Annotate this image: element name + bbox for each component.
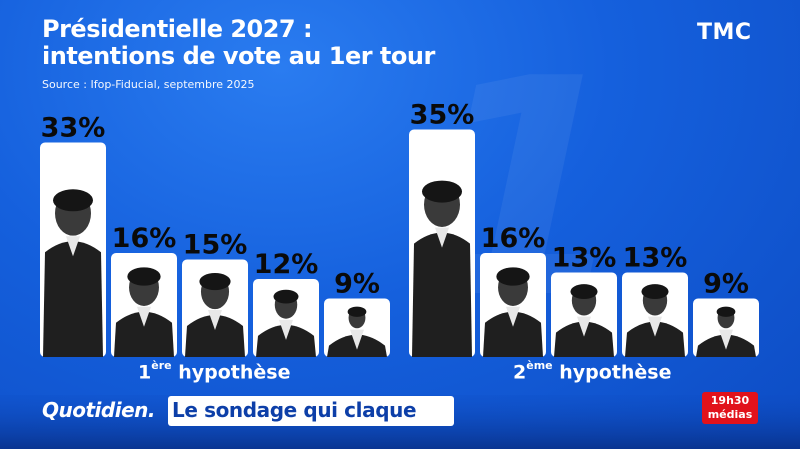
portrait-hair <box>127 267 161 286</box>
hypothesis-2-word: hypothèse <box>559 361 672 384</box>
bar-value-label: 33% <box>41 113 106 144</box>
portrait-hair <box>496 267 530 286</box>
portrait-hair <box>347 306 367 317</box>
portrait-shoulders <box>625 321 685 357</box>
portrait-hair <box>273 289 299 304</box>
portrait-shoulders <box>483 311 543 357</box>
portrait-photo <box>412 180 472 357</box>
hypothesis-1-number: 1 <box>138 361 152 384</box>
channel-logo: TMC <box>697 20 752 45</box>
portrait-collar <box>719 329 733 350</box>
portrait-hair <box>53 189 93 212</box>
title-line-1: Présidentielle 2027 : <box>42 15 313 43</box>
portrait-photo <box>43 189 103 357</box>
portrait-photo <box>696 306 756 357</box>
bar-value-label: 9% <box>334 269 380 300</box>
portrait-collar <box>350 329 364 350</box>
portrait-collar <box>506 306 520 327</box>
bar-value-label: 9% <box>703 269 749 300</box>
portrait-shoulders <box>43 241 103 357</box>
portrait-hair <box>570 284 598 300</box>
portrait-hair <box>716 306 736 317</box>
portrait-photo <box>256 289 316 357</box>
portrait-shoulders <box>256 324 316 357</box>
hypothesis-2-superscript: ème <box>526 359 553 372</box>
portrait-collar <box>279 319 293 340</box>
bar-value-label: 16% <box>112 223 177 254</box>
portrait-hair <box>422 180 462 203</box>
portrait-collar <box>577 316 591 337</box>
show-name: Quotidien. <box>42 398 155 422</box>
hypothesis-label-2: 2ème hypothèse <box>513 359 672 384</box>
media-logo-line-1: 19h30 <box>710 394 750 407</box>
portrait-collar <box>137 306 151 327</box>
portrait-photo <box>625 284 685 357</box>
portrait-shoulders <box>412 232 472 357</box>
portrait-hair <box>199 272 231 291</box>
bar-value-label: 15% <box>183 230 248 261</box>
portrait-collar <box>435 227 449 248</box>
hypothesis-1-word: hypothèse <box>178 361 291 384</box>
slogan: Le sondage qui claque <box>172 398 417 422</box>
media-logo: 19h30 médias <box>702 392 758 424</box>
bar-value-label: 35% <box>410 100 475 131</box>
bar-value-label: 13% <box>623 243 688 274</box>
source-note: Source : Ifop-Fiducial, septembre 2025 <box>42 78 255 91</box>
hypothesis-1-superscript: ère <box>151 359 172 372</box>
media-logo-line-2: médias <box>707 408 753 421</box>
portrait-photo <box>554 284 614 357</box>
bar-value-label: 16% <box>481 223 546 254</box>
bar-value-label: 12% <box>254 249 319 280</box>
portrait-photo <box>185 272 245 357</box>
portrait-photo <box>327 306 387 357</box>
portrait-shoulders <box>114 311 174 357</box>
hypothesis-label-1: 1ère hypothèse <box>138 359 291 384</box>
portrait-photo <box>483 267 543 357</box>
portrait-shoulders <box>554 321 614 357</box>
chart-title: Présidentielle 2027 : intentions de vote… <box>42 16 435 70</box>
bar-value-label: 13% <box>552 243 617 274</box>
portrait-hair <box>641 284 669 300</box>
portrait-collar <box>208 310 222 331</box>
portrait-collar <box>66 236 80 257</box>
portrait-photo <box>114 267 174 357</box>
hypothesis-2-number: 2 <box>513 361 527 384</box>
slogan-box <box>168 396 454 426</box>
portrait-shoulders <box>185 315 245 357</box>
title-line-2: intentions de vote au 1er tour <box>42 42 435 70</box>
portrait-collar <box>648 316 662 337</box>
